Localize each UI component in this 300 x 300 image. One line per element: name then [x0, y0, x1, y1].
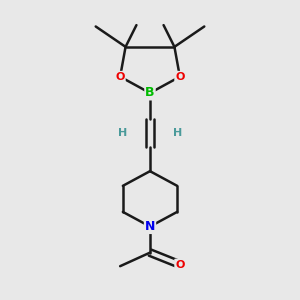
Text: N: N [145, 220, 155, 233]
Text: O: O [175, 260, 184, 270]
Text: O: O [175, 72, 184, 82]
Text: B: B [145, 86, 155, 100]
Text: H: H [118, 128, 128, 138]
Text: H: H [172, 128, 182, 138]
Text: O: O [116, 72, 125, 82]
